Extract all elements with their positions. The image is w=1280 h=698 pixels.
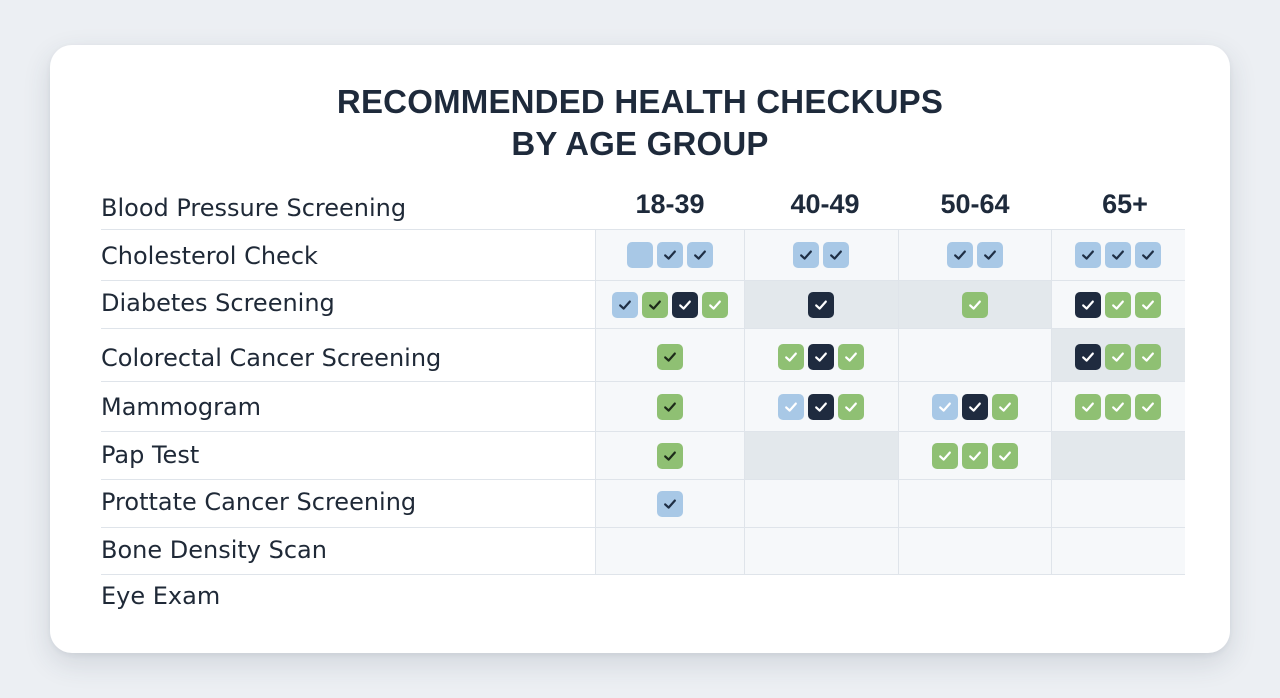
checkup-cell — [898, 292, 1051, 318]
checkup-cell — [898, 242, 1051, 268]
checkup-cell — [744, 292, 898, 318]
row-divider — [101, 479, 1185, 480]
checkmark-icon — [1075, 242, 1101, 268]
checkup-card: RECOMMENDED HEALTH CHECKUPS BY AGE GROUP… — [50, 45, 1230, 653]
column-divider — [898, 229, 899, 574]
row-label-prostate: Prottate Cancer Screening — [101, 488, 417, 516]
checkmark-icon — [931, 394, 958, 420]
row-divider — [101, 574, 1185, 575]
row-label-mammogram: Mammogram — [101, 393, 262, 421]
checkmark-icon — [1105, 394, 1131, 420]
checkmark-icon — [808, 394, 834, 420]
checkmark-icon — [701, 292, 728, 318]
column-header-18-39: 18-39 — [635, 189, 705, 219]
row-divider — [101, 381, 1185, 382]
checkmark-icon — [656, 344, 683, 370]
checkup-cell — [898, 443, 1051, 469]
row-label-colorectal: Colorectal Cancer Screening — [101, 344, 442, 372]
checkup-cell — [1051, 394, 1185, 420]
checkmark-icon — [656, 443, 683, 469]
checkmark-icon — [1135, 344, 1161, 370]
checkmark-icon — [1105, 292, 1131, 318]
checkmark-icon — [823, 242, 849, 268]
checkmark-icon — [976, 242, 1003, 268]
checkmark-icon — [1105, 344, 1131, 370]
checkmark-icon — [991, 394, 1018, 420]
checkmark-icon — [778, 394, 804, 420]
column-divider — [744, 229, 745, 574]
row-divider — [101, 527, 1185, 528]
checkup-cell — [744, 394, 898, 420]
checkmark-icon — [838, 394, 864, 420]
checkmark-icon — [641, 292, 668, 318]
checkmark-icon — [1135, 292, 1161, 318]
row-divider — [101, 280, 1185, 281]
title-line-2: BY AGE GROUP — [511, 125, 769, 162]
empty-box-icon — [626, 242, 653, 268]
checkmark-icon — [686, 242, 713, 268]
checkmark-icon — [793, 242, 819, 268]
checkmark-icon — [656, 394, 683, 420]
shaded-cell — [744, 431, 898, 479]
column-header-50-64: 50-64 — [940, 189, 1010, 219]
column-divider — [595, 229, 596, 574]
checkmark-icon — [656, 242, 683, 268]
checkup-cell — [595, 344, 744, 370]
checkup-cell — [744, 242, 898, 268]
column-header-65-plus: 65+ — [1102, 189, 1148, 219]
checkup-cell — [1051, 242, 1185, 268]
checkmark-icon — [1075, 292, 1101, 318]
checkup-cell — [595, 292, 744, 318]
checkmark-icon — [838, 344, 864, 370]
row-label-blood-pressure: Blood Pressure Screening — [101, 194, 407, 222]
checkmark-icon — [611, 292, 638, 318]
chart-title: RECOMMENDED HEALTH CHECKUPS BY AGE GROUP — [50, 81, 1230, 165]
checkup-cell — [595, 443, 744, 469]
column-divider — [1051, 229, 1052, 574]
checkmark-icon — [778, 344, 804, 370]
row-divider — [101, 431, 1185, 432]
row-label-diabetes: Diabetes Screening — [101, 289, 335, 317]
row-label-pap-test: Pap Test — [101, 441, 200, 469]
row-label-eye-exam: Eye Exam — [101, 582, 221, 610]
checkup-cell — [595, 394, 744, 420]
checkmark-icon — [1135, 242, 1161, 268]
checkmark-icon — [671, 292, 698, 318]
shaded-cell — [1051, 431, 1185, 479]
title-line-1: RECOMMENDED HEALTH CHECKUPS — [336, 83, 944, 120]
row-divider — [101, 229, 1185, 230]
checkup-cell — [1051, 292, 1185, 318]
checkup-cell — [744, 344, 898, 370]
checkmark-icon — [961, 443, 988, 469]
row-divider — [101, 328, 1185, 329]
checkup-cell — [898, 394, 1051, 420]
row-label-bone-density: Bone Density Scan — [101, 536, 327, 564]
checkup-cell — [595, 242, 744, 268]
checkmark-icon — [808, 292, 834, 318]
checkmark-icon — [1105, 242, 1131, 268]
checkmark-icon — [961, 394, 988, 420]
checkmark-icon — [961, 292, 988, 318]
checkup-cell — [1051, 344, 1185, 370]
checkmark-icon — [991, 443, 1018, 469]
checkmark-icon — [808, 344, 834, 370]
checkup-cell — [595, 491, 744, 517]
checkmark-icon — [1135, 394, 1161, 420]
checkmark-icon — [1075, 344, 1101, 370]
checkmark-icon — [656, 491, 683, 517]
column-header-40-49: 40-49 — [790, 189, 860, 219]
row-label-cholesterol: Cholesterol Check — [101, 242, 318, 270]
checkmark-icon — [1075, 394, 1101, 420]
checkmark-icon — [931, 443, 958, 469]
checkmark-icon — [946, 242, 973, 268]
